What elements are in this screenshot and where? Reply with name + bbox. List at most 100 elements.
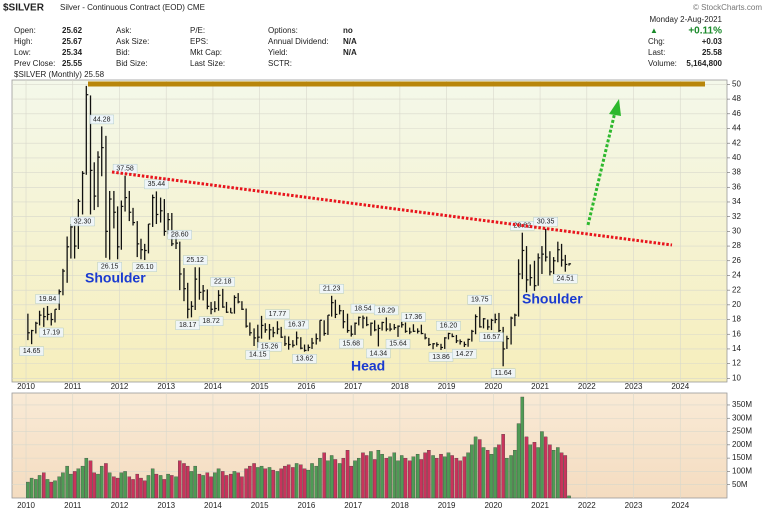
x-tick-label: 2018: [391, 382, 409, 391]
annotation: 37.58: [116, 166, 134, 173]
volume-bar: [520, 396, 525, 499]
volume-bar: [419, 459, 424, 499]
y-tick-label: 150M: [732, 453, 752, 462]
volume-bar: [283, 465, 287, 499]
volume-bar: [115, 477, 120, 499]
volume-bar: [224, 475, 229, 499]
volume-bar: [559, 452, 564, 499]
y-tick-label: 40: [732, 153, 741, 162]
volume-bar: [279, 468, 283, 499]
volume-bar: [291, 467, 295, 499]
volume-bar: [423, 452, 427, 499]
instrument-name: Silver - Continuous Contract (EOD) CME: [60, 3, 205, 12]
annotation-box: [533, 217, 558, 227]
volume-bar: [341, 457, 346, 499]
volume-bar: [446, 452, 451, 499]
volume-bar: [505, 457, 509, 499]
volume-bar: [481, 447, 486, 499]
volume-bar: [427, 450, 431, 499]
volume-bar: [267, 467, 272, 499]
volume-bar: [415, 453, 420, 499]
volume-bar: [396, 460, 400, 499]
volume-bar: [302, 468, 307, 499]
annotation: 30.35: [537, 219, 555, 226]
y-tick-label: 28: [732, 241, 741, 250]
annotation: 26.15: [101, 264, 119, 271]
volume-bar: [252, 463, 256, 499]
annotation-box: [374, 305, 399, 316]
pattern-label: Shoulder: [85, 270, 146, 286]
copyright: © StockCharts.com: [693, 3, 762, 12]
volume-bar: [65, 465, 69, 499]
volume-bar: [551, 450, 556, 499]
volume-bar: [567, 495, 571, 499]
volume-bar: [384, 457, 389, 499]
annotation: 18.17: [179, 322, 197, 329]
x-tick-label: 2011: [64, 501, 82, 510]
volume-bar: [189, 471, 194, 499]
volume-bar: [123, 471, 127, 499]
quote-label: Ask:: [116, 26, 132, 35]
annotation: 28.60: [171, 231, 189, 238]
volume-bar: [470, 444, 474, 499]
volume-bar: [528, 444, 533, 499]
y-tick-label: 200M: [732, 440, 752, 449]
volume-bar: [61, 472, 65, 499]
x-tick-label: 2014: [204, 382, 222, 391]
y-tick-label: 100M: [732, 467, 752, 476]
annotation-box: [366, 348, 391, 359]
volume-bar: [72, 471, 77, 499]
x-tick-label: 2010: [17, 382, 35, 391]
volume-bar: [286, 464, 291, 499]
x-tick-label: 2015: [251, 382, 269, 391]
x-tick-label: 2023: [625, 382, 643, 391]
quote-label: Ask Size:: [116, 37, 149, 46]
up-arrow: ▲: [650, 26, 658, 35]
volume-bar: [84, 457, 89, 499]
annotation: 16.20: [440, 323, 458, 330]
volume-bar: [501, 434, 505, 499]
y-tick-label: 20: [732, 300, 741, 309]
annotation-box: [292, 354, 317, 364]
annotation: 44.28: [93, 116, 111, 123]
volume-bar: [205, 472, 210, 499]
volume-bar: [372, 459, 377, 499]
x-tick-label: 2024: [671, 382, 689, 391]
annotation: 18.72: [202, 318, 220, 325]
volume-bar: [299, 464, 303, 499]
price-legend: $SILVER (Monthly) 25.58: [14, 70, 105, 79]
volume-bar: [256, 467, 260, 499]
annotation: 17.36: [405, 314, 423, 321]
x-tick-label: 2014: [204, 501, 222, 510]
quote-label: Last Size:: [190, 59, 225, 68]
x-tick-label: 2021: [531, 382, 549, 391]
volume-bar: [80, 465, 85, 499]
x-tick-label: 2017: [344, 501, 362, 510]
annotation: 11.64: [495, 370, 512, 377]
annotation: 19.75: [471, 297, 489, 304]
volume-bar: [162, 479, 167, 499]
volume-bar: [42, 472, 46, 499]
y-tick-label: 18: [732, 315, 741, 324]
neckline: [111, 170, 673, 247]
volume-bar: [361, 452, 365, 499]
x-tick-label: 2010: [17, 501, 35, 510]
volume-bar: [369, 451, 373, 499]
x-tick-label: 2020: [484, 501, 502, 510]
x-tick-label: 2013: [157, 501, 175, 510]
volume-bar: [99, 465, 104, 499]
volume-bar: [104, 463, 108, 499]
annotation-box: [35, 294, 60, 304]
volume-bar: [182, 463, 186, 499]
x-tick-label: 2016: [298, 382, 316, 391]
volume-bar: [185, 465, 190, 499]
y-tick-label: 350M: [732, 400, 752, 409]
quote-label: Yield:: [268, 48, 288, 57]
plot: 14.65 17.19 19.84 32.30 44.28 26.15 37.58 26.10…: [19, 85, 578, 499]
quote-label: Mkt Cap:: [190, 48, 222, 57]
annotation: 14.15: [249, 352, 267, 359]
quote-date: Monday 2-Aug-2021: [650, 15, 723, 24]
annotation-box: [89, 114, 114, 125]
y-tick-label: 34: [732, 197, 741, 206]
